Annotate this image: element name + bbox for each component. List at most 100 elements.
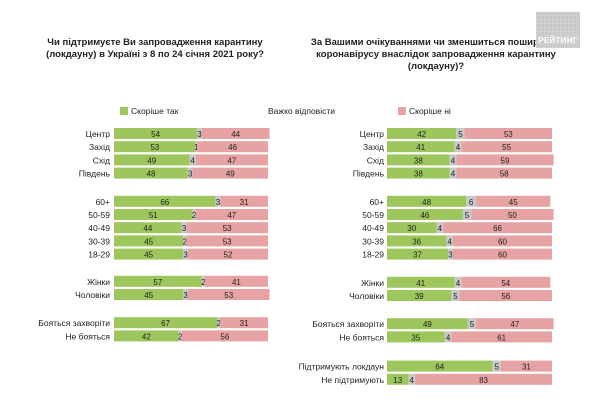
chart-2-row-2-1-segment-3 — [476, 195, 551, 207]
chart-1-row-4-2-segment-1 — [114, 330, 179, 342]
chart-2-row-2-1-segment-1 — [387, 195, 467, 207]
chart-1-row-2-4-value-3: 53 — [223, 237, 232, 246]
chart-1-row-2-3-label: 40-49 — [88, 223, 110, 233]
chart-2-row-4-1-segment-1 — [387, 318, 468, 330]
chart-2-row-3-1-value-1: 41 — [416, 279, 425, 288]
chart-1-row-2-2-value-3: 47 — [227, 211, 236, 220]
chart-1-row-2-2-segment-2 — [192, 209, 196, 220]
chart-1-row-1-4-value-2: 3 — [188, 170, 193, 179]
chart-1-row-2-3-value-1: 44 — [143, 224, 152, 233]
chart-2-row-4-1-segment-2 — [467, 318, 477, 330]
chart-1-row-1-3-value-1: 49 — [147, 156, 156, 165]
chart-2-row-1-1-value-2: 5 — [458, 130, 463, 139]
chart-1-row-2-5-segment-1 — [114, 248, 184, 260]
chart-1-row-2-2-label: 50-59 — [88, 210, 110, 220]
chart-1-row-3-2-segment-1 — [114, 289, 184, 300]
chart-2-row-1-1-label: Центр — [360, 129, 385, 139]
chart-2-row-3-1-segment-1 — [387, 276, 455, 288]
chart-2-row-4-1-segment-3 — [476, 318, 554, 330]
chart-1-row-1-4-segment-1 — [114, 167, 188, 179]
chart-2-row-5-2-label: Не підтримують — [321, 375, 384, 385]
chart-1-row-2-3-segment-2 — [181, 222, 187, 234]
chart-1-row-4-2-label: Не бояться — [65, 331, 110, 341]
chart-1-row-2-3-value-2: 3 — [182, 224, 187, 233]
chart-1-row-2-2-value-1: 51 — [149, 211, 158, 220]
chart-2-row-1-1-segment-1 — [387, 128, 457, 139]
chart-1-row-1-3-value-2: 4 — [190, 156, 195, 165]
chart-2-row-1-4-segment-2 — [449, 167, 457, 179]
chart-2-row-1-2-value-2: 4 — [456, 143, 461, 152]
chart-2-row-2-1-value-1: 48 — [422, 198, 431, 207]
chart-1-row-1-2-segment-3 — [197, 141, 268, 153]
chart-2-row-2-3-value-3: 66 — [493, 224, 502, 233]
chart-2-row-2-5-value-1: 37 — [413, 251, 422, 260]
chart-2-row-2-2-segment-1 — [387, 209, 463, 220]
chart-1-row-4-1-value-3: 31 — [240, 319, 249, 328]
chart-1-row-1-1-segment-1 — [114, 128, 198, 139]
chart-2-row-5-1-value-3: 31 — [522, 363, 531, 372]
chart-2-row-1-4-value-1: 38 — [414, 170, 423, 179]
chart-2-row-2-4-segment-2 — [446, 235, 453, 247]
chart-2-row-3-1-value-3: 54 — [501, 279, 510, 288]
chart-2-row-2-1-segment-2 — [466, 195, 477, 207]
chart-1-row-1-1-value-1: 54 — [151, 130, 160, 139]
rating-logo: РЕЙТИНГ — [536, 12, 580, 48]
chart-1-row-2-3-segment-3 — [186, 222, 268, 234]
chart-2-row-5-2-value-1: 13 — [393, 376, 402, 385]
chart-2-row-3-2-segment-3 — [459, 290, 552, 301]
chart-1-row-3-1-segment-3 — [204, 275, 268, 287]
chart-2-row-4-2-value-1: 35 — [411, 333, 420, 342]
chart-2-row-1-2-label: Захід — [363, 142, 384, 152]
legend-no-label: Скоріше ні — [409, 106, 451, 116]
chart-2-row-2-2-value-1: 46 — [420, 211, 429, 220]
chart-1-row-2-5-label: 18-29 — [88, 250, 110, 260]
chart-1-row-4-2-segment-2 — [178, 330, 182, 342]
chart-2-row-1-2-segment-3 — [461, 141, 552, 153]
chart-1-row-3-1-value-1: 57 — [153, 278, 162, 287]
chart-2-row-2-2-label: 50-59 — [362, 210, 384, 220]
chart-1-row-2-5-value-1: 45 — [144, 251, 153, 260]
chart-1-row-4-1-segment-3 — [220, 317, 268, 329]
chart-1-row-1-3-segment-3 — [195, 154, 268, 166]
chart-2-row-1-3-value-3: 59 — [501, 156, 510, 165]
chart-2-row-5-1-value-1: 64 — [435, 363, 444, 372]
chart-2-row-2-3-segment-3 — [443, 222, 552, 234]
chart-1-row-1-1-value-2: 3 — [197, 130, 202, 139]
chart-1-row-1-1-segment-2 — [197, 128, 202, 139]
chart-1-row-2-2-segment-3 — [195, 209, 268, 220]
chart-2-row-2-2-segment-3 — [471, 209, 554, 220]
chart-2-row-2-2-value-2: 5 — [465, 211, 470, 220]
chart-2-row-1-2-segment-2 — [454, 141, 462, 153]
chart-1-title: Чи підтримуєте Ви запровадження карантин… — [46, 37, 264, 60]
rating-logo-text: РЕЙТИНГ — [538, 36, 578, 45]
chart-2-row-4-2-value-2: 4 — [446, 333, 451, 342]
chart-2-row-2-5-value-2: 3 — [448, 251, 453, 260]
chart-1-row-1-1-segment-3 — [201, 128, 270, 139]
chart-1-row-1-4-label: Південь — [79, 169, 111, 179]
chart-2-row-4-1-value-1: 49 — [423, 320, 432, 329]
chart-1-row-4-2-value-1: 42 — [142, 332, 151, 341]
chart-2-row-1-4-segment-1 — [387, 167, 450, 179]
legend-yes-swatch — [120, 107, 128, 115]
chart-2-row-1-2-segment-1 — [387, 141, 455, 153]
chart-2-row-2-1-value-2: 6 — [469, 198, 474, 207]
chart-1-row-2-1-value-1: 66 — [160, 198, 169, 207]
chart-2-row-5-2-segment-1 — [387, 373, 409, 385]
chart-2-row-3-1-value-2: 4 — [456, 279, 461, 288]
chart-2-row-3-2-label: Чоловіки — [349, 291, 384, 301]
chart-2-row-1-3-value-2: 4 — [451, 156, 456, 165]
chart-2-row-3-2-value-2: 5 — [453, 292, 458, 301]
chart-1-row-4-1-label: Бояться захворіти — [38, 318, 110, 328]
chart-1-row-1-2-segment-1 — [114, 141, 196, 153]
chart-2-row-4-2-segment-2 — [444, 331, 452, 343]
chart-2-row-2-4-value-1: 36 — [412, 237, 421, 246]
chart-1-row-1-4-segment-2 — [187, 167, 193, 179]
chart-1-row-2-3-value-3: 53 — [223, 224, 232, 233]
chart-2-row-3-2-value-3: 56 — [501, 292, 510, 301]
chart-2-row-4-2-value-3: 61 — [497, 333, 506, 342]
chart-1-row-1-2-value-1: 53 — [150, 143, 159, 152]
chart-1-row-3-2-value-1: 45 — [144, 291, 153, 300]
chart-1-row-2-2-value-2: 2 — [192, 211, 197, 220]
